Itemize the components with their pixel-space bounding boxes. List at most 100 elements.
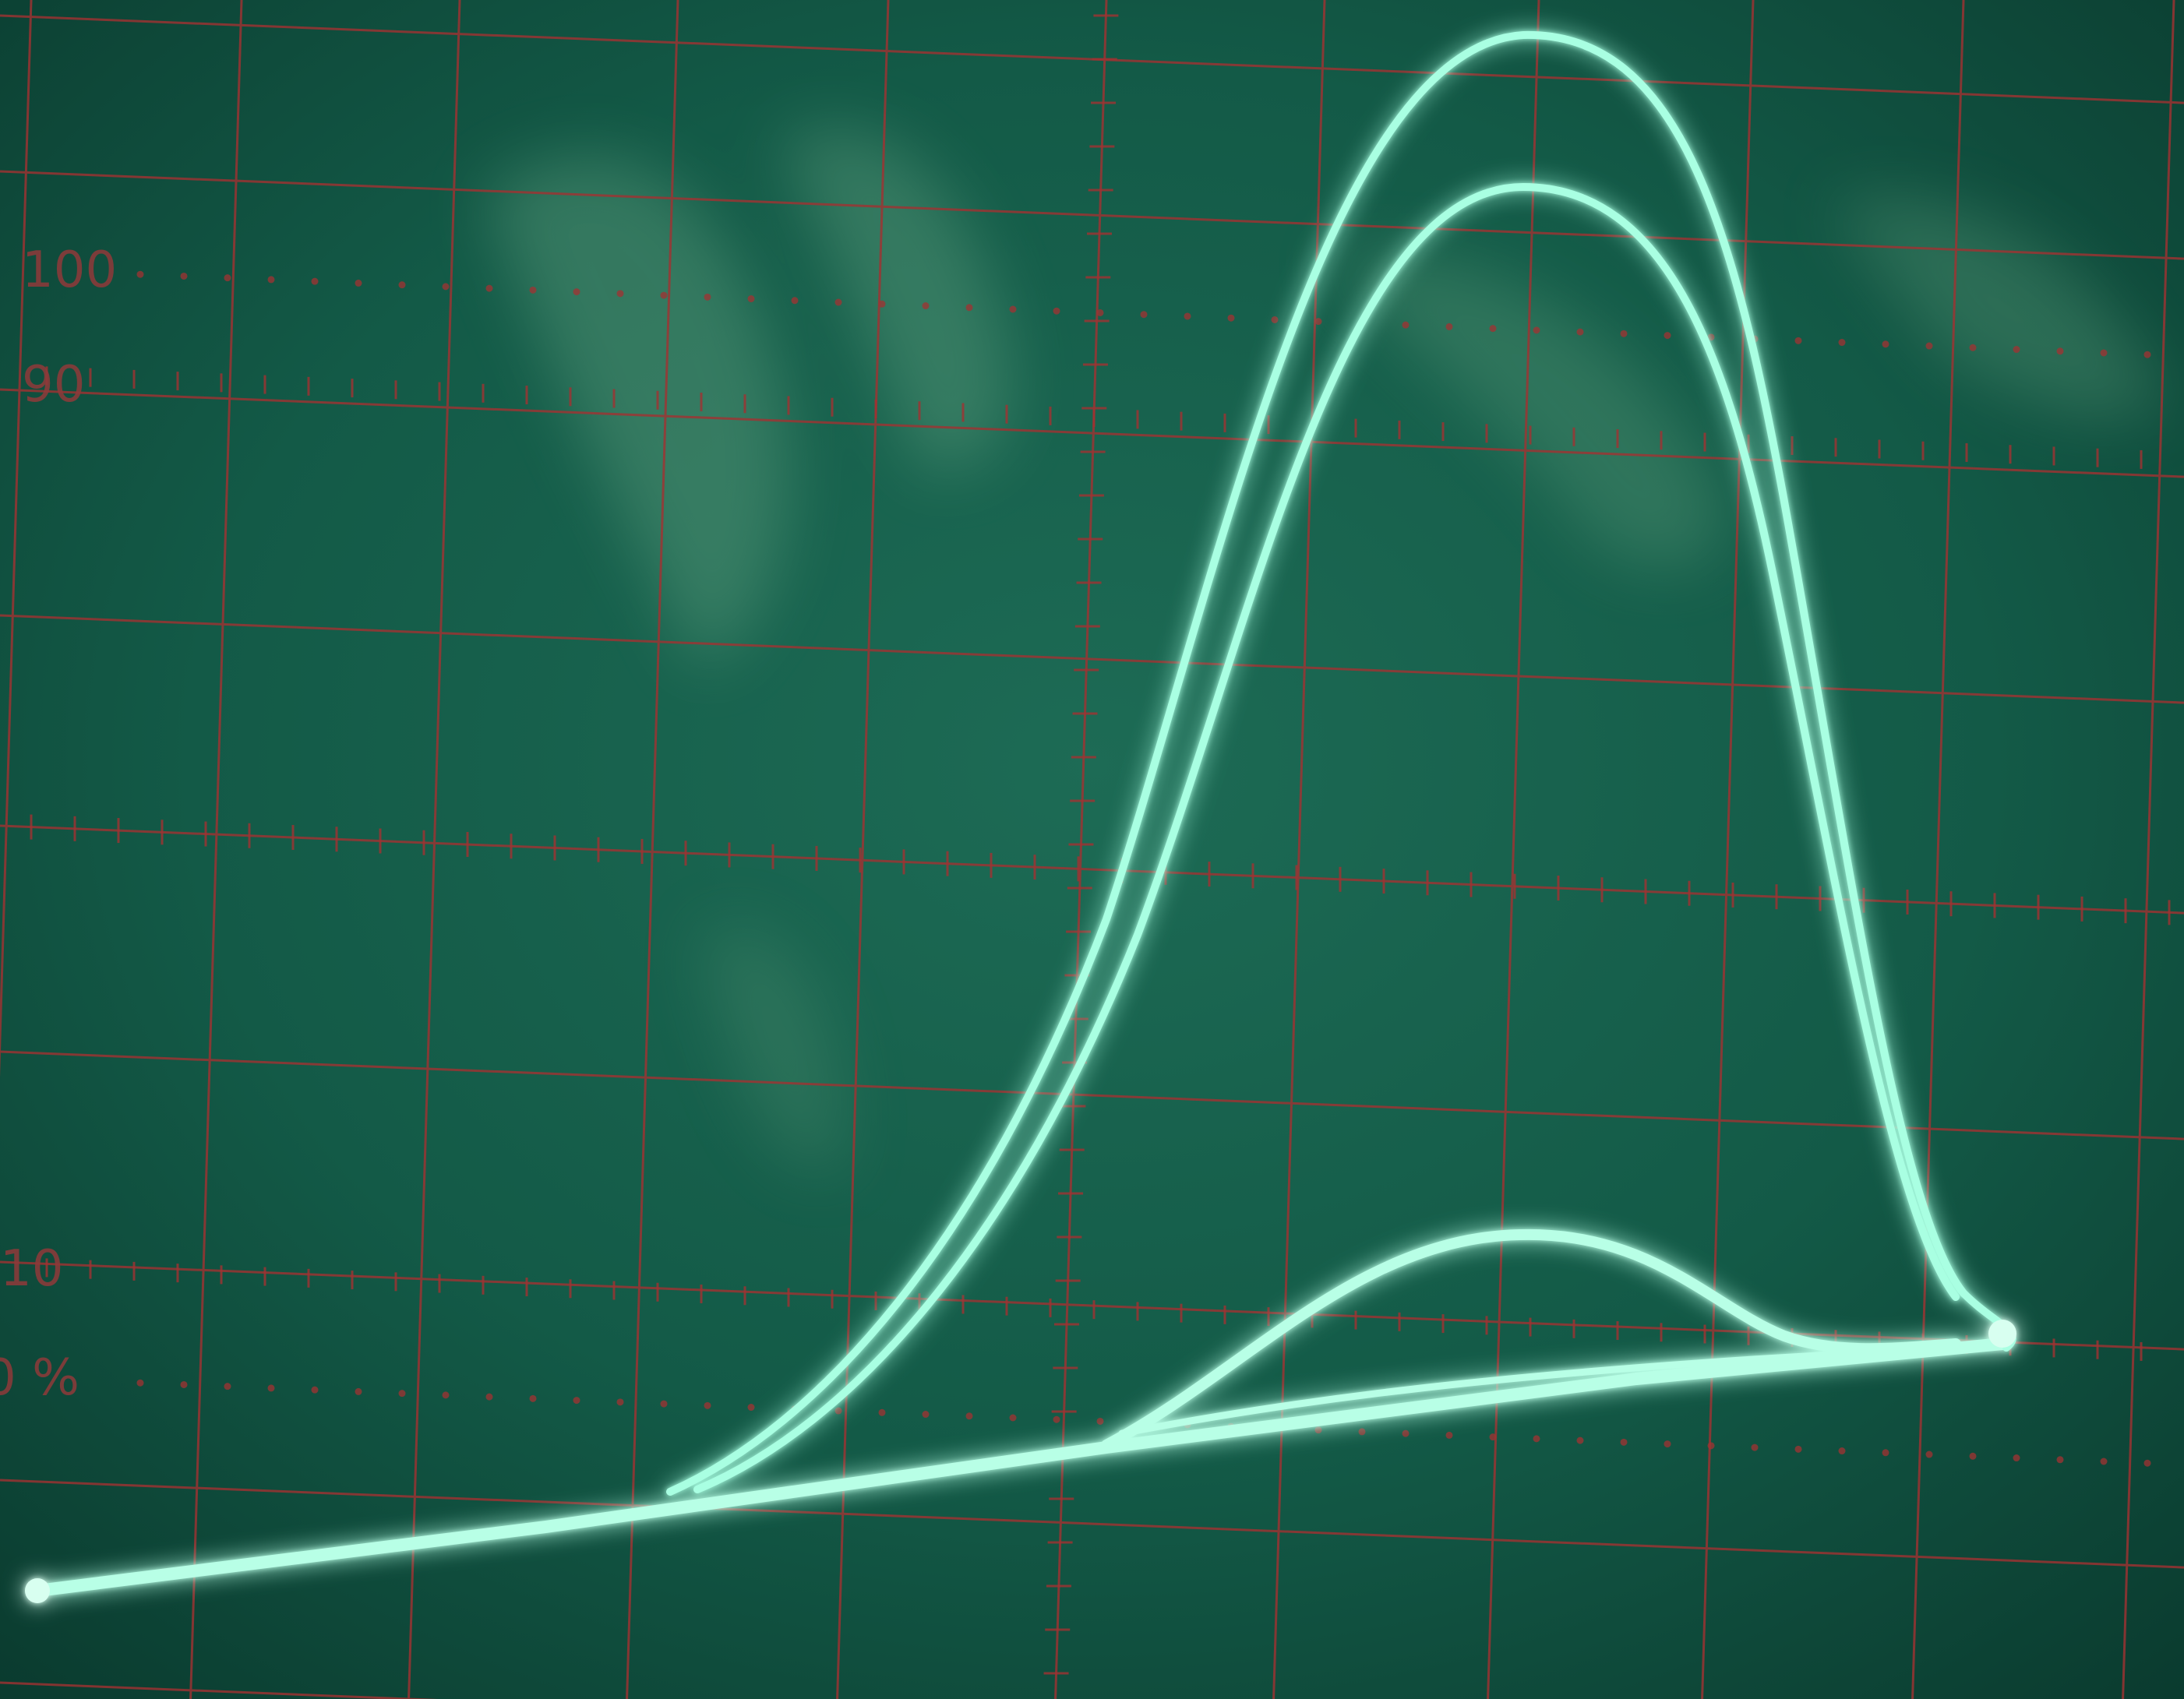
graticule-reference-dot	[1489, 325, 1497, 333]
trace-pulse-4	[1118, 1344, 1952, 1437]
graticule-reference-dot	[442, 1391, 450, 1399]
waveform-traces	[25, 30, 2016, 1603]
graticule-vertical-line	[189, 0, 243, 1699]
graticule-reference-dot	[1009, 1414, 1017, 1422]
graticule-reference-dot	[1053, 1415, 1060, 1423]
graticule-horizontal-line	[0, 388, 2184, 478]
graticule-reference-dot	[922, 1411, 930, 1419]
graticule-reference-dot	[2056, 347, 2064, 355]
graticule-reference-dot	[1402, 321, 1410, 329]
trace-pulse-1	[666, 30, 2016, 1496]
graticule-ticks	[30, 14, 2171, 1675]
graticule-reference-dot	[922, 302, 930, 310]
graticule-reference-dot	[1925, 342, 1933, 350]
graticule-reference-dot	[616, 1398, 624, 1406]
graticule-reference-dot	[180, 272, 188, 280]
graticule-vertical-line	[1911, 0, 1965, 1699]
graticule-reference-dot	[1925, 1450, 1933, 1458]
graticule-horizontal-line	[0, 1479, 2184, 1569]
trace-pulse-2	[693, 183, 1960, 1493]
graticule-reference-dot	[878, 1408, 886, 1416]
graticule-reference-dot	[1271, 315, 1279, 323]
graticule-reference-dot	[965, 1412, 973, 1420]
graticule-reference-dot	[1838, 339, 1846, 347]
graticule-vertical-line	[1701, 0, 1755, 1699]
graticule-reference-dot	[1576, 328, 1584, 336]
graticule-reference-dot	[1576, 1436, 1584, 1444]
graticule-reference-dot	[2056, 1456, 2064, 1464]
graticule-reference-dot	[1838, 1447, 1846, 1455]
graticule-label-10: 10	[0, 1240, 63, 1298]
graticule-reference-dot	[2100, 349, 2108, 357]
graticule-reference-dot	[485, 1393, 493, 1401]
graticule-label-90: 90	[22, 356, 85, 414]
graticule-reference-dot	[267, 276, 275, 284]
graticule-reference-dot	[1620, 330, 1628, 337]
graticule-vertical-line	[2122, 0, 2175, 1699]
graticule-reference-dot	[1009, 305, 1017, 313]
graticule-reference-dot	[1664, 332, 1671, 340]
graticule-reference-dot	[704, 293, 711, 301]
graticule-reference-dot	[1969, 1452, 1977, 1460]
graticule-reference-dot	[311, 277, 319, 285]
graticule-reference-dot	[834, 1407, 842, 1415]
graticule-reference-dot	[1969, 344, 1977, 351]
graticule-reference-dot	[1445, 323, 1453, 330]
graticule-reference-dot	[2013, 346, 2020, 354]
graticule-reference-dot	[529, 1394, 537, 1402]
graticule-reference-dot	[1140, 311, 1148, 319]
graticule-reference-dot	[660, 1400, 668, 1408]
graticule-reference-dot	[1314, 1426, 1322, 1434]
graticule-reference-dot	[1707, 1442, 1715, 1450]
graticule-reference-dot	[398, 1390, 406, 1398]
graticule-reference-dot	[1227, 314, 1235, 322]
graticule-reference-dot	[1794, 1445, 1802, 1453]
graticule-reference-dot	[529, 286, 537, 294]
glass-reflection	[483, 129, 2166, 1171]
graticule-reference-dot	[791, 297, 799, 305]
graticule-reference-dot	[136, 270, 144, 278]
graticule-vertical-line	[408, 0, 461, 1699]
graticule-reference-dot	[1707, 333, 1715, 341]
graticule-reference-dot	[1882, 340, 1889, 348]
graticule-reference-dot	[2143, 351, 2151, 358]
graticule-reference-dot	[355, 1387, 362, 1395]
graticule-reference-dot	[1184, 312, 1191, 320]
trace-start-spot	[25, 1578, 50, 1603]
graticule-reference-dot	[355, 279, 362, 287]
graticule-reference-dot	[2143, 1459, 2151, 1467]
graticule-reference-dot	[1314, 318, 1322, 326]
graticule-reference-dot	[878, 300, 886, 308]
graticule-vertical-line	[1272, 0, 1326, 1699]
graticule-reference-dot	[1664, 1440, 1671, 1448]
graticule-reference-dot	[573, 288, 580, 296]
graticule-label-0-percent: 0 %	[0, 1349, 79, 1407]
graticule-reference-dot	[224, 274, 231, 282]
graticule-reference-dot	[834, 298, 842, 306]
graticule-label-100: 100	[22, 241, 117, 299]
graticule-dotted-reference-lines	[136, 270, 2151, 1467]
graticule-horizontal-line	[0, 1260, 2184, 1351]
graticule-reference-dot	[1794, 337, 1802, 344]
graticule-reference-dot	[747, 1404, 755, 1412]
graticule-reference-dot	[1358, 1428, 1366, 1436]
graticule-reference-dot	[1882, 1449, 1889, 1457]
graticule-vertical-line	[1054, 0, 1108, 1699]
graticule-reference-dot	[311, 1386, 319, 1394]
graticule-reference-dot	[573, 1397, 580, 1405]
graticule-reference-dot	[1751, 1443, 1759, 1451]
graticule-vertical-line	[626, 0, 679, 1699]
graticule-reference-dot	[704, 1401, 711, 1409]
graticule-reference-dot	[660, 291, 668, 299]
graticule-reference-dot	[2100, 1458, 2108, 1465]
graticule-reference-dot	[1096, 1417, 1104, 1425]
graticule-reference-dot	[485, 284, 493, 292]
graticule-reference-dot	[1402, 1429, 1410, 1437]
graticule-reference-dot	[1533, 1435, 1540, 1443]
graticule-reference-dot	[616, 290, 624, 298]
graticule-vertical-line	[1487, 0, 1540, 1699]
graticule-horizontal-line	[0, 1050, 2184, 1140]
trace-retrace-spot	[1988, 1320, 2016, 1348]
